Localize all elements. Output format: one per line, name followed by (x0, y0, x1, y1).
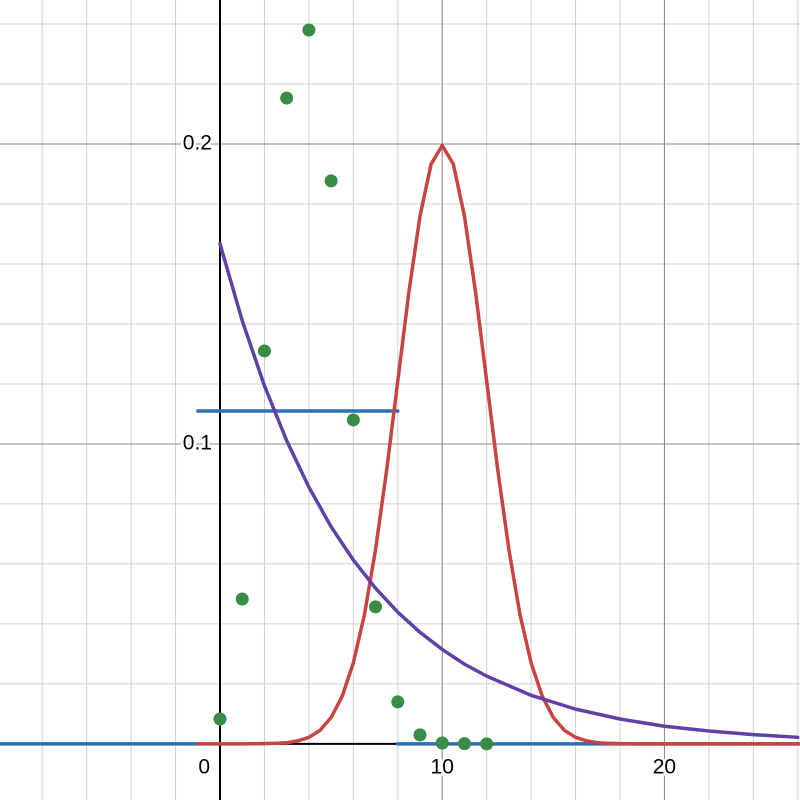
point (213, 712, 227, 726)
point (235, 592, 249, 606)
curve (218, 242, 800, 740)
x-tick-label: 10 (431, 755, 454, 778)
curve (0, 409, 800, 746)
x-tick-label: 20 (653, 755, 676, 778)
point (413, 728, 427, 742)
point (257, 344, 271, 358)
y-tick-label: 0.2 (183, 132, 212, 155)
point (391, 695, 405, 709)
point (280, 91, 294, 105)
x-tick-label: 0 (198, 755, 210, 778)
point (435, 736, 449, 750)
point (457, 737, 471, 751)
point (324, 174, 338, 188)
plot (0, 23, 800, 751)
point (302, 23, 316, 37)
point (480, 737, 494, 751)
y-tick-label: 0.1 (183, 431, 212, 454)
curve (196, 143, 800, 746)
point (369, 600, 383, 614)
labels: 0 10 20 0.1 0.2 (180, 129, 678, 781)
point (346, 413, 360, 427)
